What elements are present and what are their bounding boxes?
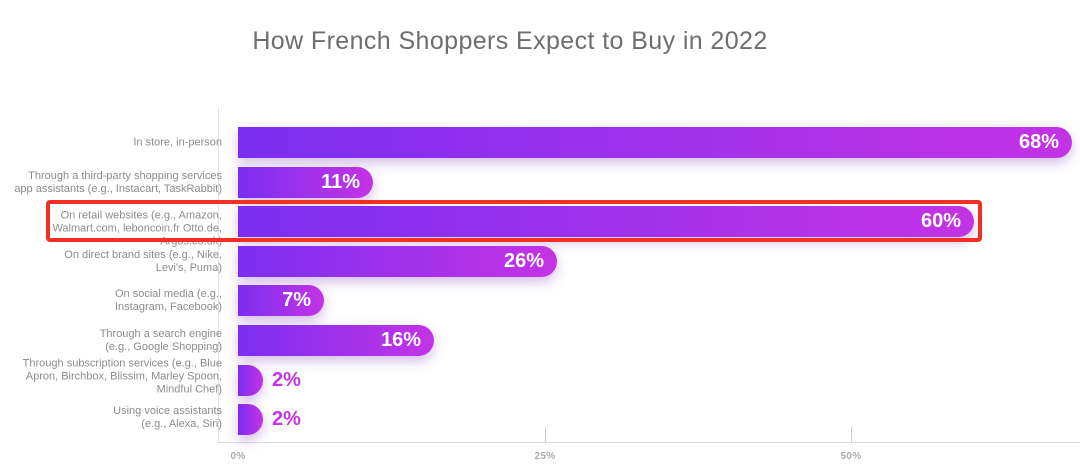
category-label: Using voice assistants (e.g., Alexa, Siri… (0, 405, 222, 431)
category-label-line: Apron, Birchbox, Blissim, Marley Spoon, (25, 370, 222, 382)
category-label-line: Instagram, Facebook) (115, 300, 222, 313)
bar: 68% (238, 127, 1072, 158)
bar (238, 365, 263, 396)
category-label-line: (e.g., Alexa, Siri) (141, 417, 222, 430)
chart-title: How French Shoppers Expect to Buy in 202… (252, 27, 768, 55)
category-label-line: On social media (e.g., (115, 287, 222, 300)
category-label-line: app assistants (e.g., Instacart, TaskRab… (14, 182, 222, 195)
bar-row: On direct brand sites (e.g., Nike, Levi's… (0, 246, 1080, 277)
x-tick-label: 0% (230, 451, 246, 462)
category-label-line: On direct brand sites (e.g., Nike, (64, 248, 222, 261)
category-label-line: (e.g., Google Shopping) (105, 340, 222, 353)
bar-row: Using voice assistants (e.g., Alexa, Siri… (0, 404, 1080, 435)
category-label-line: In store, in-person (133, 136, 222, 148)
category-label: On direct brand sites (e.g., Nike, Levi's… (0, 249, 222, 275)
bar-row: On social media (e.g., Instagram, Faceboo… (0, 285, 1080, 316)
x-axis-line (218, 442, 1080, 443)
category-label: On social media (e.g., Instagram, Faceboo… (0, 288, 222, 314)
highlight-box (46, 200, 982, 242)
bar: 7% (238, 285, 324, 316)
x-tick-mark (851, 427, 852, 442)
bar-row: Through subscription services (e.g., Blu… (0, 357, 1080, 396)
value-label: 68% (1018, 131, 1059, 153)
bar-row: Through a third-party shopping services a… (0, 167, 1080, 198)
bar (238, 404, 263, 435)
bar-row: In store, in-person 68% (0, 127, 1080, 158)
category-label-line: Levi's, Puma) (155, 261, 222, 274)
x-tick-label: 25% (534, 451, 556, 462)
category-label-line: Through a search engine (99, 327, 222, 340)
value-label: 2% (272, 408, 301, 430)
bar: 60% (238, 206, 974, 237)
value-label: 2% (272, 369, 301, 391)
category-label: In store, in-person (0, 136, 222, 149)
category-label: Through a third-party shopping services a… (0, 170, 222, 196)
category-label-line: Through a third-party shopping services (28, 169, 222, 182)
value-label: 7% (282, 289, 311, 311)
category-label-line: Through subscription services (e.g., Blu… (22, 357, 222, 369)
bar: 11% (238, 167, 373, 198)
bar-row: Through a search engine (e.g., Google Sho… (0, 325, 1080, 356)
category-label: Through subscription services (e.g., Blu… (0, 357, 222, 396)
y-axis-line (218, 107, 219, 442)
value-label: 26% (503, 250, 544, 272)
x-tick-label: 50% (840, 451, 862, 462)
category-label-line: On retail websites (e.g., Amazon, (60, 209, 222, 221)
value-label: 60% (920, 210, 961, 232)
category-label-line: Mindful Chef) (156, 383, 222, 395)
x-tick-mark (545, 427, 546, 442)
category-label-line: Walmart.com, leboncoin.fr Otto.de, (52, 222, 222, 234)
category-label-line: Using voice assistants (113, 404, 222, 417)
value-label: 16% (380, 329, 421, 351)
bar: 16% (238, 325, 434, 356)
value-label: 11% (321, 171, 360, 193)
bar-row: On retail websites (e.g., Amazon, Walmart… (0, 206, 1080, 247)
bar: 26% (238, 246, 557, 277)
category-label: Through a search engine (e.g., Google Sho… (0, 328, 222, 354)
